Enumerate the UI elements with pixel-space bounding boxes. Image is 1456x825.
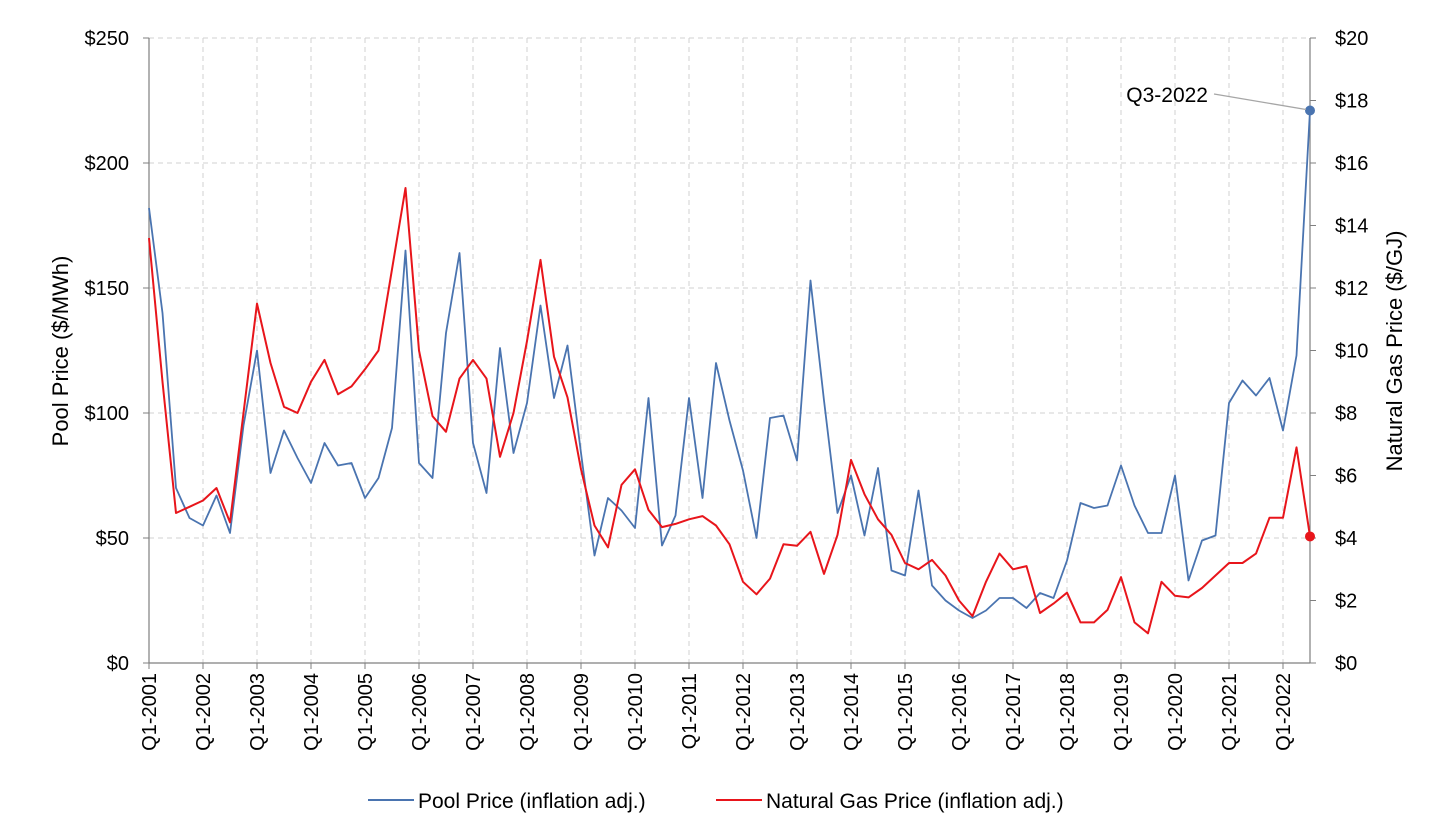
x-tick-label: Q1-2014 bbox=[841, 673, 863, 751]
right-tick-label: $18 bbox=[1335, 91, 1368, 113]
x-tick-label: Q1-2007 bbox=[463, 673, 485, 751]
right-tick-label: $0 bbox=[1335, 653, 1357, 675]
right-tick-label: $20 bbox=[1335, 28, 1368, 50]
x-tick-label: Q1-2012 bbox=[733, 673, 755, 751]
x-tick-label: Q1-2002 bbox=[193, 673, 215, 751]
gridlines bbox=[149, 37, 1310, 663]
left-tick-label: $50 bbox=[96, 528, 129, 550]
x-tick-label: Q1-2016 bbox=[949, 673, 971, 751]
x-tick-label: Q1-2006 bbox=[409, 673, 431, 751]
right-tick-label: $10 bbox=[1335, 341, 1368, 363]
right-tick-label: $8 bbox=[1335, 403, 1357, 425]
pool-price-line bbox=[148, 110, 1311, 619]
x-axis-ticks: Q1-2001 Q1-2002 Q1-2003 Q1-2004 Q1-2005 Q1-20… bbox=[139, 663, 1295, 751]
x-tick-label: Q1-2019 bbox=[1111, 673, 1133, 751]
right-tick-label: $12 bbox=[1335, 278, 1368, 300]
x-tick-label: Q1-2017 bbox=[1003, 673, 1025, 751]
pool-price-end-marker bbox=[1305, 105, 1315, 116]
right-tick-label: $14 bbox=[1335, 216, 1368, 238]
right-tick-label: $6 bbox=[1335, 466, 1357, 488]
left-tick-label: $150 bbox=[85, 278, 130, 300]
x-tick-label: Q1-2005 bbox=[355, 673, 377, 751]
annotation-label: Q3-2022 bbox=[1126, 84, 1208, 107]
series-lines bbox=[148, 105, 1315, 635]
axes bbox=[148, 38, 1311, 664]
right-tick-label: $4 bbox=[1335, 528, 1357, 550]
left-tick-label: $250 bbox=[85, 28, 130, 50]
legend-label-pool-price: Pool Price (inflation adj.) bbox=[418, 790, 646, 813]
gas-price-end-marker bbox=[1305, 531, 1315, 542]
left-axis-title: Pool Price ($/MWh) bbox=[48, 256, 73, 447]
x-tick-label: Q1-2008 bbox=[517, 673, 539, 751]
left-tick-label: $0 bbox=[107, 653, 129, 675]
left-axis-ticks: $0 $50 $100 $150 $200 $250 bbox=[85, 28, 149, 675]
x-tick-label: Q1-2018 bbox=[1057, 673, 1079, 751]
x-tick-label: Q1-2015 bbox=[895, 673, 917, 751]
x-tick-label: Q1-2011 bbox=[679, 673, 701, 749]
right-axis-ticks: $0 $2 $4 $6 $8 $10 $12 $14 $16 $18 $20 bbox=[1310, 28, 1368, 675]
x-tick-label: Q1-2003 bbox=[247, 673, 269, 751]
x-tick-label: Q1-2001 bbox=[139, 673, 161, 751]
right-tick-label: $2 bbox=[1335, 591, 1357, 613]
legend-label-gas-price: Natural Gas Price (inflation adj.) bbox=[766, 790, 1064, 813]
x-tick-label: Q1-2009 bbox=[571, 673, 593, 751]
annotations: Q3-2022 bbox=[1126, 84, 1307, 111]
x-tick-label: Q1-2020 bbox=[1165, 673, 1187, 751]
annotation-leader-line bbox=[1213, 93, 1307, 111]
x-tick-label: Q1-2010 bbox=[625, 673, 647, 751]
left-tick-label: $200 bbox=[85, 153, 130, 175]
right-axis-title: Natural Gas Price ($/GJ) bbox=[1382, 231, 1407, 472]
x-tick-label: Q1-2021 bbox=[1219, 673, 1241, 751]
x-tick-label: Q1-2022 bbox=[1273, 673, 1295, 751]
x-tick-label: Q1-2013 bbox=[787, 673, 809, 751]
legend: Pool Price (inflation adj.) Natural Gas … bbox=[368, 790, 1064, 813]
x-tick-label: Q1-2004 bbox=[301, 673, 323, 751]
right-tick-label: $16 bbox=[1335, 153, 1368, 175]
gas-price-line bbox=[148, 187, 1311, 635]
left-tick-label: $100 bbox=[85, 403, 130, 425]
